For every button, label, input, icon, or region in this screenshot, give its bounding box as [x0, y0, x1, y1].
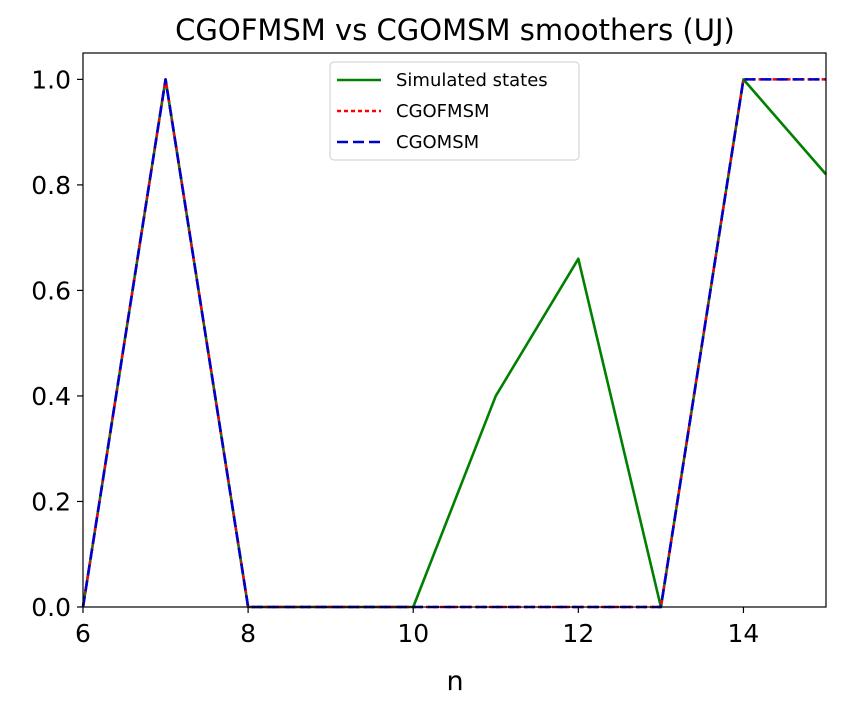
y-tick-label: 0.0: [31, 593, 71, 622]
x-tick-label: 6: [75, 619, 91, 648]
x-axis-ticks: 6 8 10 12 14: [75, 607, 759, 648]
y-tick-label: 1.0: [31, 65, 71, 94]
y-tick-label: 0.8: [31, 171, 71, 200]
legend-label-2: CGOMSM: [396, 132, 479, 153]
x-tick-label: 10: [397, 619, 429, 648]
y-tick-label: 0.6: [31, 276, 71, 305]
y-axis-ticks: 0.0 0.2 0.4 0.6 0.8 1.0: [31, 65, 83, 622]
legend-label-1: CGOFMSM: [396, 101, 490, 122]
y-tick-label: 0.4: [31, 382, 71, 411]
plot-frame: [82, 52, 827, 608]
x-tick-label: 8: [240, 619, 256, 648]
x-axis-label: n: [446, 666, 463, 697]
chart-title: CGOFMSM vs CGOMSM smoothers (UJ): [175, 13, 735, 47]
legend: Simulated states CGOFMSM CGOMSM: [329, 61, 580, 161]
x-tick-label: 12: [562, 619, 594, 648]
legend-box: [329, 61, 580, 161]
legend-label-0: Simulated states: [396, 70, 548, 91]
y-tick-label: 0.2: [31, 487, 71, 516]
legend-entries: Simulated states CGOFMSM CGOMSM: [337, 70, 548, 153]
x-tick-label: 14: [728, 619, 760, 648]
